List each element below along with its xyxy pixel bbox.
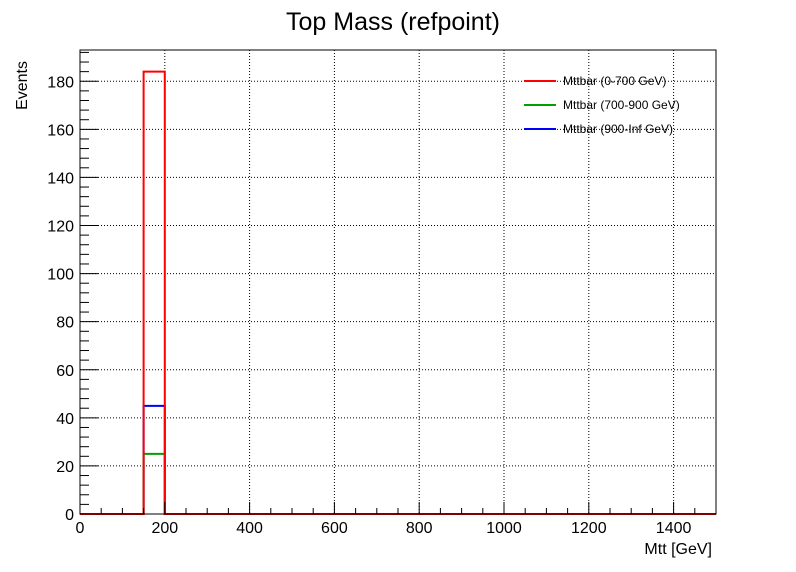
y-axis-label: Events <box>14 61 31 110</box>
y-tick-label: 180 <box>47 74 74 91</box>
y-tick-label: 120 <box>47 219 74 236</box>
histogram-line <box>80 70 716 515</box>
x-tick-label: 800 <box>406 520 433 537</box>
histogram-series <box>80 70 716 515</box>
y-tick-label: 0 <box>65 507 74 524</box>
y-tick-label: 140 <box>47 170 74 187</box>
y-tick-label: 160 <box>47 122 74 139</box>
y-tick-label: 40 <box>56 411 74 428</box>
x-axis-label: Mtt [GeV] <box>644 541 712 558</box>
chart-title: Top Mass (refpoint) <box>286 8 500 36</box>
legend-label: Mttbar (900-Inf GeV) <box>563 122 673 136</box>
y-tick-label: 60 <box>56 363 74 380</box>
legend-label: Mttbar (0-700 GeV) <box>563 74 666 88</box>
x-tick-label: 1000 <box>486 520 522 537</box>
legend: Mttbar (0-700 GeV) Mttbar (700-900 GeV) Mt… <box>524 74 680 136</box>
axes: 0 200 400 600 800 1000 1200 1400 0 20 40 60 80 100 120… <box>47 49 717 537</box>
x-tick-label: 1400 <box>656 520 692 537</box>
legend-label: Mttbar (700-900 GeV) <box>563 98 680 112</box>
x-tick-label: 400 <box>236 520 263 537</box>
y-tick-label: 20 <box>56 459 74 476</box>
y-tick-label: 80 <box>56 315 74 332</box>
x-tick-label: 600 <box>321 520 348 537</box>
grid-lines <box>80 50 716 514</box>
y-tick-label: 100 <box>47 267 74 284</box>
histogram-line <box>80 452 716 515</box>
x-tick-label: 0 <box>76 520 85 537</box>
plot-frame <box>79 49 717 515</box>
x-tick-label: 1200 <box>571 520 607 537</box>
histogram-line <box>80 404 716 515</box>
x-tick-label: 200 <box>151 520 178 537</box>
